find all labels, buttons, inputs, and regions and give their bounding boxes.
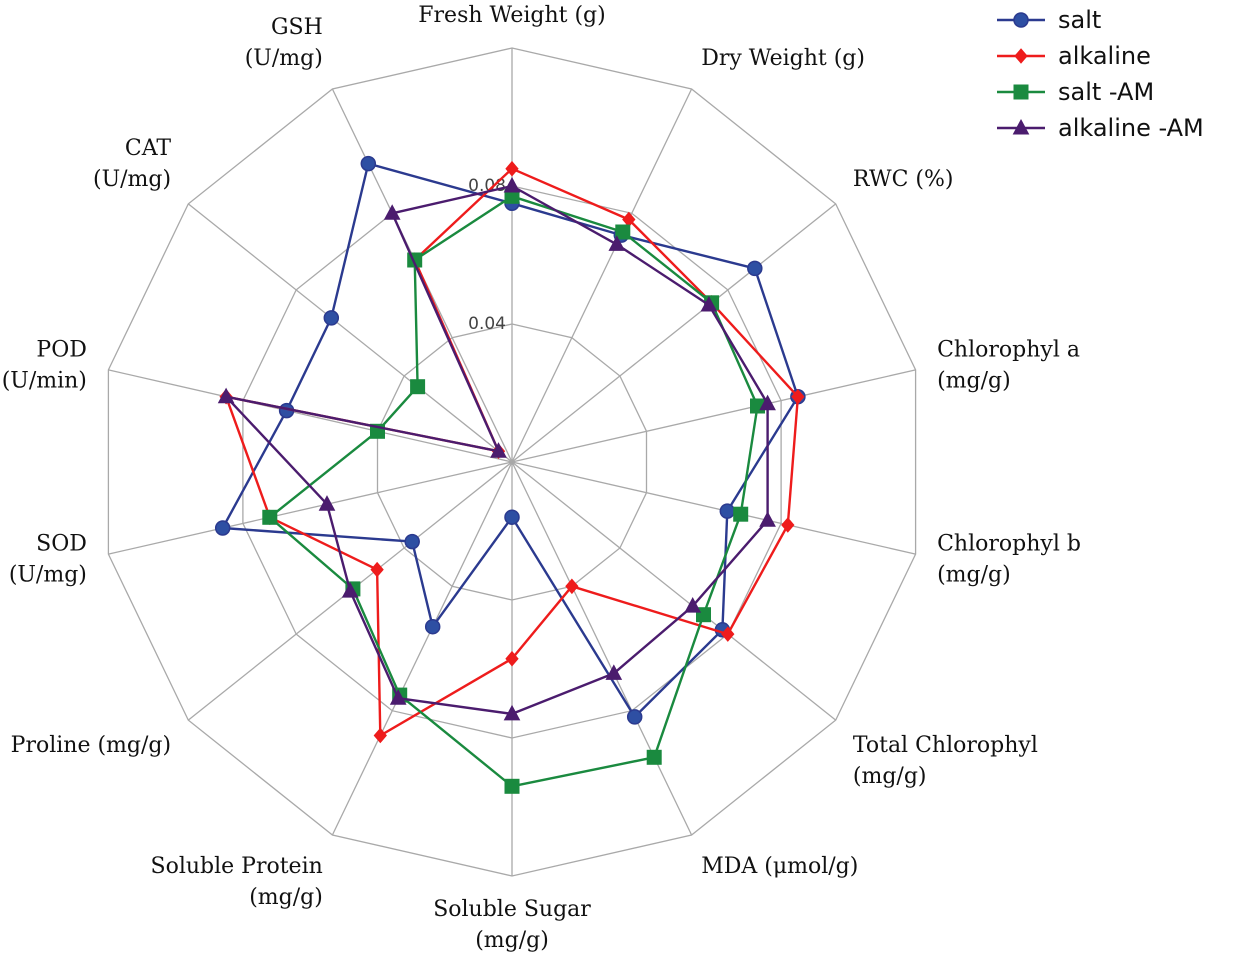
legend-label: salt — [1058, 6, 1101, 34]
axis-label: MDA (μmol/g) — [701, 854, 858, 879]
data-point — [214, 520, 231, 536]
legend-item: alkaline — [997, 42, 1151, 70]
series-line — [221, 162, 800, 719]
grid-spoke — [511, 203, 837, 463]
axis-label: Total Chlorophyl (mg/g) — [853, 733, 1038, 789]
legend-label: alkaline — [1058, 42, 1151, 70]
data-point — [700, 295, 718, 312]
data-point — [759, 511, 776, 527]
data-point — [781, 517, 795, 533]
series-line — [268, 195, 759, 788]
radar-tick-labels: 0.04 0.08 — [468, 176, 506, 334]
data-point — [410, 379, 426, 395]
data-point — [684, 597, 702, 613]
legend-marker — [1012, 118, 1030, 135]
data-point — [608, 235, 626, 251]
grid-spoke — [108, 369, 513, 463]
legend-label: alkaline -AM — [1058, 114, 1204, 142]
data-point — [505, 160, 519, 177]
axis-label: SOD (U/mg) — [9, 532, 87, 588]
axis-label: Proline (mg/g) — [11, 733, 171, 758]
axis-label: Soluble Protein (mg/g) — [151, 854, 323, 910]
data-point — [605, 664, 623, 680]
data-point — [341, 582, 359, 598]
data-point — [404, 533, 420, 550]
data-point — [424, 618, 441, 635]
data-point — [504, 509, 520, 525]
grid-spoke — [511, 369, 916, 463]
axis-label: Chlorophyl b (mg/g) — [937, 532, 1081, 588]
axis-label: CAT (U/mg) — [93, 136, 171, 192]
grid-spoke — [511, 461, 693, 836]
grid-spoke — [187, 203, 513, 463]
axis-label: RWC (%) — [853, 167, 954, 192]
data-point — [262, 509, 278, 525]
axis-label: POD (U/min) — [2, 338, 87, 394]
data-point — [373, 727, 387, 744]
data-point — [759, 394, 776, 411]
radar-series — [214, 155, 806, 794]
axis-label: Fresh Weight (g) — [418, 3, 605, 28]
data-point — [503, 176, 521, 193]
data-point — [733, 506, 749, 522]
data-point — [626, 709, 643, 725]
data-point — [217, 387, 235, 404]
data-point — [505, 650, 519, 667]
legend-item: salt -AM — [997, 78, 1154, 106]
data-point — [389, 689, 407, 705]
legend-item: salt — [997, 6, 1101, 34]
data-point — [719, 503, 736, 519]
data-point — [360, 155, 377, 172]
data-point — [323, 310, 340, 326]
data-point — [490, 442, 507, 458]
tick-label: 0.08 — [468, 176, 506, 196]
axis-label: Soluble Sugar (mg/g) — [433, 897, 591, 953]
data-point — [383, 204, 401, 220]
grid-spoke — [511, 461, 837, 721]
tick-label: 0.04 — [468, 314, 506, 334]
grid-spoke — [108, 461, 513, 555]
legend-marker — [1014, 48, 1028, 64]
legend-marker — [1013, 12, 1029, 28]
data-point — [646, 749, 662, 765]
axis-label: Chlorophyl a (mg/g) — [937, 338, 1080, 394]
data-point — [791, 388, 805, 405]
data-point — [370, 561, 384, 578]
axis-label: Dry Weight (g) — [701, 46, 865, 71]
grid-spoke — [511, 461, 916, 555]
grid-spoke — [331, 461, 513, 836]
data-point — [615, 224, 631, 240]
legend-label: salt -AM — [1058, 78, 1154, 106]
grid-spoke — [511, 88, 693, 463]
data-point — [747, 260, 763, 277]
data-point — [318, 495, 336, 511]
data-point — [503, 704, 521, 721]
legend-item: alkaline -AM — [997, 114, 1204, 142]
series-alkaline-am — [217, 176, 776, 721]
data-point — [721, 626, 735, 642]
chart-legend: salt alkaline salt -AM alkaline -AM — [997, 6, 1204, 142]
data-point — [565, 578, 579, 595]
radar-axis-labels: Fresh Weight (g) Dry Weight (g) RWC (%) Chl… — [2, 3, 1081, 953]
axis-label: GSH (U/mg) — [245, 15, 323, 71]
legend-marker — [1013, 84, 1029, 100]
data-point — [504, 778, 520, 794]
series-salt — [214, 155, 806, 725]
